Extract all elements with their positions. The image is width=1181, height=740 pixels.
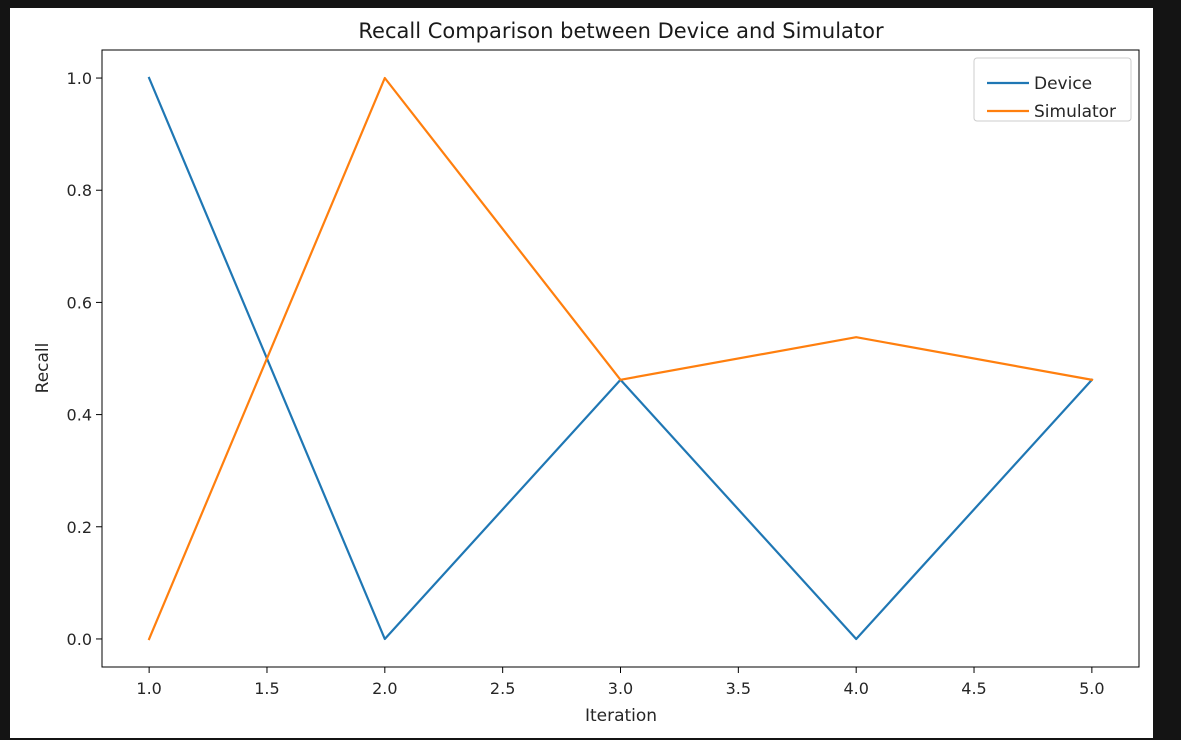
x-tick-label: 1.5 xyxy=(254,679,279,698)
x-tick-label: 3.0 xyxy=(608,679,633,698)
series-line-device xyxy=(147,76,1094,641)
y-tick-label: 0.6 xyxy=(67,293,92,312)
y-tick-label: 0.4 xyxy=(67,406,92,425)
x-tick-label: 2.5 xyxy=(490,679,515,698)
x-tick-label: 5.0 xyxy=(1079,679,1104,698)
y-tick-label: 0.8 xyxy=(67,181,92,200)
line-chart: Recall Comparison between Device and Sim… xyxy=(33,19,1140,726)
y-axis-title: Recall xyxy=(33,343,53,394)
x-tick-label: 3.5 xyxy=(726,679,751,698)
y-tick-label: 1.0 xyxy=(67,69,92,88)
x-tick-label: 4.5 xyxy=(961,679,986,698)
x-tick-label: 2.0 xyxy=(372,679,397,698)
series-line-simulator xyxy=(147,76,1094,641)
legend: Device Simulator xyxy=(973,57,1132,122)
x-axis-title: Iteration xyxy=(585,706,657,726)
legend-box xyxy=(973,57,1132,122)
x-tick-label: 1.0 xyxy=(136,679,161,698)
x-tick-label: 4.0 xyxy=(843,679,868,698)
chart-title: Recall Comparison between Device and Sim… xyxy=(358,19,884,43)
legend-label-simulator: Simulator xyxy=(1034,102,1116,122)
chart-figure: Recall Comparison between Device and Sim… xyxy=(10,8,1153,738)
legend-label-device: Device xyxy=(1034,74,1092,94)
y-tick-label: 0.2 xyxy=(67,518,92,537)
y-tick-label: 0.0 xyxy=(67,630,92,649)
plot-frame xyxy=(101,49,1140,668)
